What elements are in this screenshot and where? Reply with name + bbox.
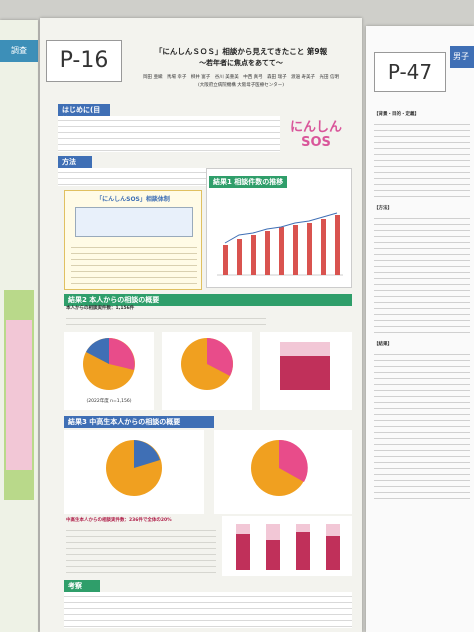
right-heading: 【結果】 — [374, 342, 392, 347]
body-text — [374, 214, 470, 334]
right-heading: 【背景・目的・定義】 — [374, 112, 419, 117]
diagram — [75, 207, 193, 237]
chart-decor — [217, 212, 343, 276]
note: 本人からの相談実件数：1,156件 — [66, 306, 135, 311]
right-poster: P-47 男子 【背景・目的・定義】 【方法】 【結果】 — [366, 26, 474, 632]
poster-subtitle: ～若年者に焦点をあてて～ — [199, 59, 283, 67]
section-heading: 結果1 相談件数の推移 — [209, 176, 288, 188]
body-text — [66, 526, 216, 574]
body-text — [66, 314, 266, 328]
logo-text: にんしんSOS — [289, 120, 342, 150]
chart-decor — [222, 516, 352, 576]
body-text — [64, 592, 352, 628]
pie-charts-decor: (2022年度 n=1,156) — [64, 332, 352, 410]
main-poster: P-16 「にんしんＳＯＳ」相談から見えてきたこと 第9報 ～若年者に焦点をあて… — [40, 18, 362, 632]
right-heading: 【方法】 — [374, 206, 392, 211]
section-heading: 結果3 中高生本人からの相談の概要 — [64, 416, 214, 428]
left-poster: 調査 — [0, 20, 38, 632]
authors: 岡田 亜織 馬場 幸子 柳井 富子 谷川 美重美 中西 真弓 森田 瑞子 渡邉 … — [143, 75, 339, 80]
poster-title: 「にんしんＳＯＳ」相談から見えてきたこと 第9報 — [154, 47, 328, 56]
body-text — [374, 120, 470, 200]
section-heading: 方法 — [58, 156, 92, 168]
logo: にんしんSOS — [286, 106, 346, 150]
section-heading: 考察 — [64, 580, 100, 592]
chart-decor — [64, 430, 352, 514]
result1-box: 結果1 相談件数の推移 — [206, 168, 352, 288]
right-tab: 男子 — [450, 46, 474, 68]
body-text — [71, 243, 197, 287]
left-band — [6, 320, 32, 470]
poster-number: P-16 — [46, 40, 122, 82]
caption: (2022年度 n=1,156) — [87, 397, 132, 404]
body-text — [58, 116, 280, 152]
poster-number: P-47 — [374, 52, 446, 92]
system-heading: 「にんしんSOS」相談体制 — [96, 196, 170, 203]
left-tab: 調査 — [0, 40, 38, 62]
system-box: 「にんしんSOS」相談体制 — [64, 190, 202, 290]
body-text — [374, 350, 470, 500]
affiliation: (大阪府立病院機構 大阪母子医療センター) — [198, 83, 284, 88]
section-heading: 結果2 本人からの相談の概要 — [64, 294, 352, 306]
note: 中高生本人からの相談実件数：236件で全体の20% — [66, 518, 172, 523]
